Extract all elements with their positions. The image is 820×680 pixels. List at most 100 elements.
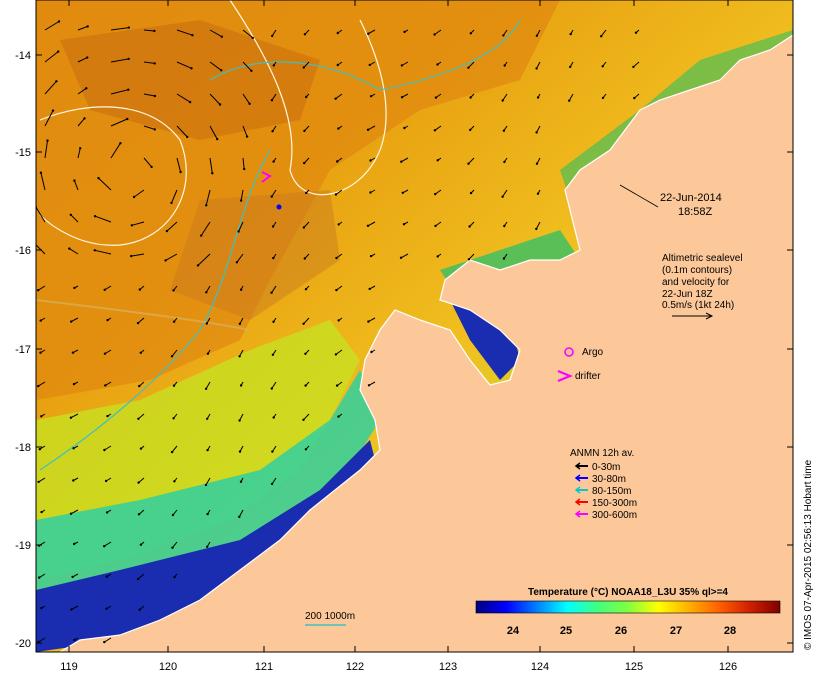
velocity-arrowhead bbox=[72, 479, 75, 482]
velocity-arrowhead bbox=[206, 512, 209, 516]
velocity-arrowhead bbox=[568, 99, 571, 102]
velocity-arrowhead bbox=[271, 353, 275, 356]
velocity-arrowhead bbox=[106, 318, 109, 322]
velocity-arrowhead bbox=[130, 224, 134, 227]
velocity-arrowhead bbox=[69, 512, 73, 515]
velocity-arrow bbox=[110, 118, 128, 127]
velocity-arrow bbox=[36, 206, 46, 223]
velocity-arrowhead bbox=[369, 159, 372, 162]
velocity-arrowhead bbox=[302, 322, 305, 325]
mooring-marker bbox=[276, 204, 282, 210]
velocity-arrowhead bbox=[37, 480, 40, 484]
velocity-arrowhead bbox=[433, 33, 436, 36]
x-axis: 119 120 121 122 123 124 125 126 bbox=[60, 0, 737, 673]
velocity-arrow bbox=[176, 125, 188, 138]
date-pointer bbox=[619, 184, 659, 208]
velocity-arrow bbox=[209, 29, 223, 38]
y-axis: -14 -15 -16 -17 -18 -19 -20 bbox=[15, 50, 793, 650]
velocity-arrowhead bbox=[86, 25, 89, 28]
velocity-arrowhead bbox=[601, 96, 605, 100]
x-tick-label: 122 bbox=[346, 661, 364, 673]
velocity-arrow bbox=[236, 253, 244, 263]
velocity-arrowhead bbox=[139, 447, 143, 450]
velocity-arrowhead bbox=[402, 223, 406, 226]
velocity-arrowhead bbox=[367, 320, 370, 323]
velocity-arrowhead bbox=[126, 117, 129, 121]
velocity-arrowhead bbox=[40, 510, 43, 514]
warm-patch-region bbox=[170, 190, 340, 320]
velocity-arrowhead bbox=[70, 320, 73, 323]
velocity-arrowhead bbox=[55, 80, 58, 83]
velocity-arrowhead bbox=[40, 606, 43, 610]
velocity-arrow bbox=[468, 253, 475, 260]
velocity-arrowhead bbox=[51, 109, 55, 112]
velocity-arrowhead bbox=[370, 350, 373, 354]
argo-label: Argo bbox=[582, 347, 604, 358]
velocity-arrowhead bbox=[205, 204, 208, 207]
velocity-arrow bbox=[73, 180, 79, 191]
velocity-arrowhead bbox=[334, 193, 338, 196]
velocity-arrow bbox=[205, 189, 211, 206]
velocity-arrow bbox=[176, 157, 182, 173]
velocity-arrow bbox=[303, 413, 310, 421]
velocity-arrowhead bbox=[127, 88, 130, 91]
velocity-arrowhead bbox=[436, 63, 439, 66]
x-tick-label: 124 bbox=[531, 661, 549, 673]
velocity-arrowhead bbox=[138, 608, 141, 611]
velocity-arrowhead bbox=[70, 608, 73, 611]
velocity-arrowhead bbox=[105, 511, 109, 514]
velocity-arrow bbox=[171, 349, 178, 357]
velocity-arrowhead bbox=[433, 129, 437, 132]
velocity-arrow bbox=[335, 349, 343, 355]
velocity-arrowhead bbox=[171, 513, 175, 517]
velocity-arrowhead bbox=[153, 94, 157, 98]
velocity-arrowhead bbox=[400, 160, 403, 163]
velocity-arrow bbox=[171, 445, 178, 453]
velocity-arrow bbox=[271, 285, 277, 293]
coastline bbox=[59, 34, 793, 652]
velocity-arrowhead bbox=[368, 287, 371, 291]
velocity-arrowhead bbox=[86, 56, 89, 59]
velocity-arrowhead bbox=[270, 291, 273, 294]
swath-artifact bbox=[36, 299, 251, 331]
velocity-arrowhead bbox=[467, 162, 470, 165]
velocity-arrow bbox=[367, 221, 376, 227]
velocity-arrowhead bbox=[335, 256, 338, 260]
x-tick-label: 126 bbox=[719, 661, 737, 673]
velocity-arrowhead bbox=[335, 288, 338, 292]
velocity-arrowhead bbox=[139, 351, 142, 354]
velocity-arrowhead bbox=[403, 30, 406, 34]
velocity-arrowhead bbox=[399, 256, 403, 259]
velocity-arrow bbox=[77, 25, 88, 31]
velocity-arrow bbox=[468, 61, 475, 69]
legend-arrowhead bbox=[574, 510, 581, 518]
velocity-arrow bbox=[98, 177, 112, 191]
velocity-arrow bbox=[209, 61, 222, 71]
velocity-arrowhead bbox=[38, 448, 41, 451]
velocity-arrowhead bbox=[569, 65, 572, 69]
velocity-arrowhead bbox=[270, 99, 274, 102]
velocity-arrowhead bbox=[400, 96, 404, 99]
velocity-arrowhead bbox=[337, 223, 340, 226]
velocity-arrow bbox=[434, 29, 442, 35]
velocity-arrowhead bbox=[335, 384, 339, 387]
velocity-arrow bbox=[131, 253, 145, 257]
velocity-arrowhead bbox=[204, 387, 208, 390]
velocity-arrow bbox=[242, 61, 252, 72]
velocity-arrowhead bbox=[535, 162, 539, 165]
velocity-arrow bbox=[38, 637, 46, 643]
velocity-arrow bbox=[110, 142, 121, 159]
velocity-arrowhead bbox=[31, 240, 33, 242]
velocity-arrowhead bbox=[68, 247, 71, 250]
velocity-arrowhead bbox=[170, 355, 174, 358]
velocity-arrowhead bbox=[434, 96, 438, 99]
velocity-arrowhead bbox=[93, 215, 97, 218]
argo-marker bbox=[564, 347, 574, 357]
velocity-arrowhead bbox=[305, 95, 308, 99]
velocity-arrowhead bbox=[196, 264, 200, 267]
velocity-arrow bbox=[335, 189, 343, 195]
velocity-arrowhead bbox=[271, 34, 274, 38]
velocity-arrowhead bbox=[188, 100, 192, 104]
velocity-arrow bbox=[209, 125, 218, 140]
